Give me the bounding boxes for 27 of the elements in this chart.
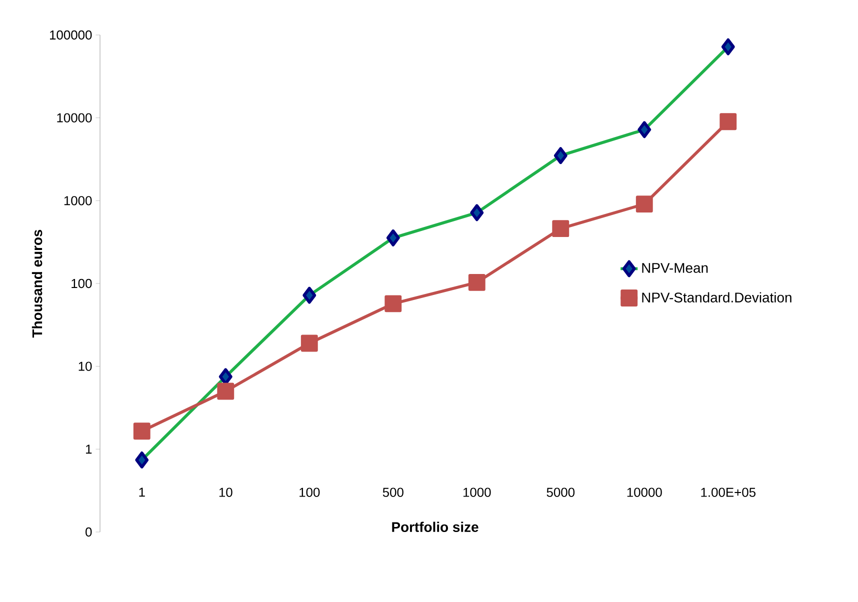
y-tick-label: 100000 bbox=[50, 30, 92, 40]
x-tick-label: 10000 bbox=[627, 488, 662, 497]
y-tick-label: 10 bbox=[78, 362, 92, 371]
x-tick-label: 10 bbox=[219, 488, 232, 497]
point bbox=[636, 196, 653, 213]
point bbox=[384, 295, 402, 312]
legend-label: NPV-Standard.Deviation bbox=[642, 292, 792, 302]
point bbox=[720, 113, 737, 130]
x-tick-label: 100 bbox=[300, 488, 320, 497]
x-tick-label: 1 bbox=[139, 488, 145, 497]
y-tick-label: 10000 bbox=[57, 113, 92, 122]
y-tick-label: 100 bbox=[72, 278, 92, 288]
y-tick-label: 0 bbox=[86, 527, 92, 537]
x-tick-label: 1.00E+05 bbox=[701, 488, 756, 497]
x-tick-label: 5000 bbox=[546, 488, 575, 497]
point bbox=[133, 422, 150, 440]
y-tick-label: 1000 bbox=[64, 196, 92, 206]
point bbox=[552, 220, 570, 238]
x-axis-title: Portfolio size bbox=[392, 522, 478, 532]
point bbox=[300, 334, 318, 352]
point bbox=[217, 382, 234, 400]
point bbox=[468, 274, 486, 291]
legend-label: NPV-Mean bbox=[642, 263, 708, 273]
y-tick-label: 1 bbox=[86, 444, 92, 454]
x-tick-label: 1000 bbox=[463, 488, 491, 497]
x-tick-label: 500 bbox=[382, 488, 404, 497]
y-axis-title: Thousand euros bbox=[32, 230, 42, 338]
